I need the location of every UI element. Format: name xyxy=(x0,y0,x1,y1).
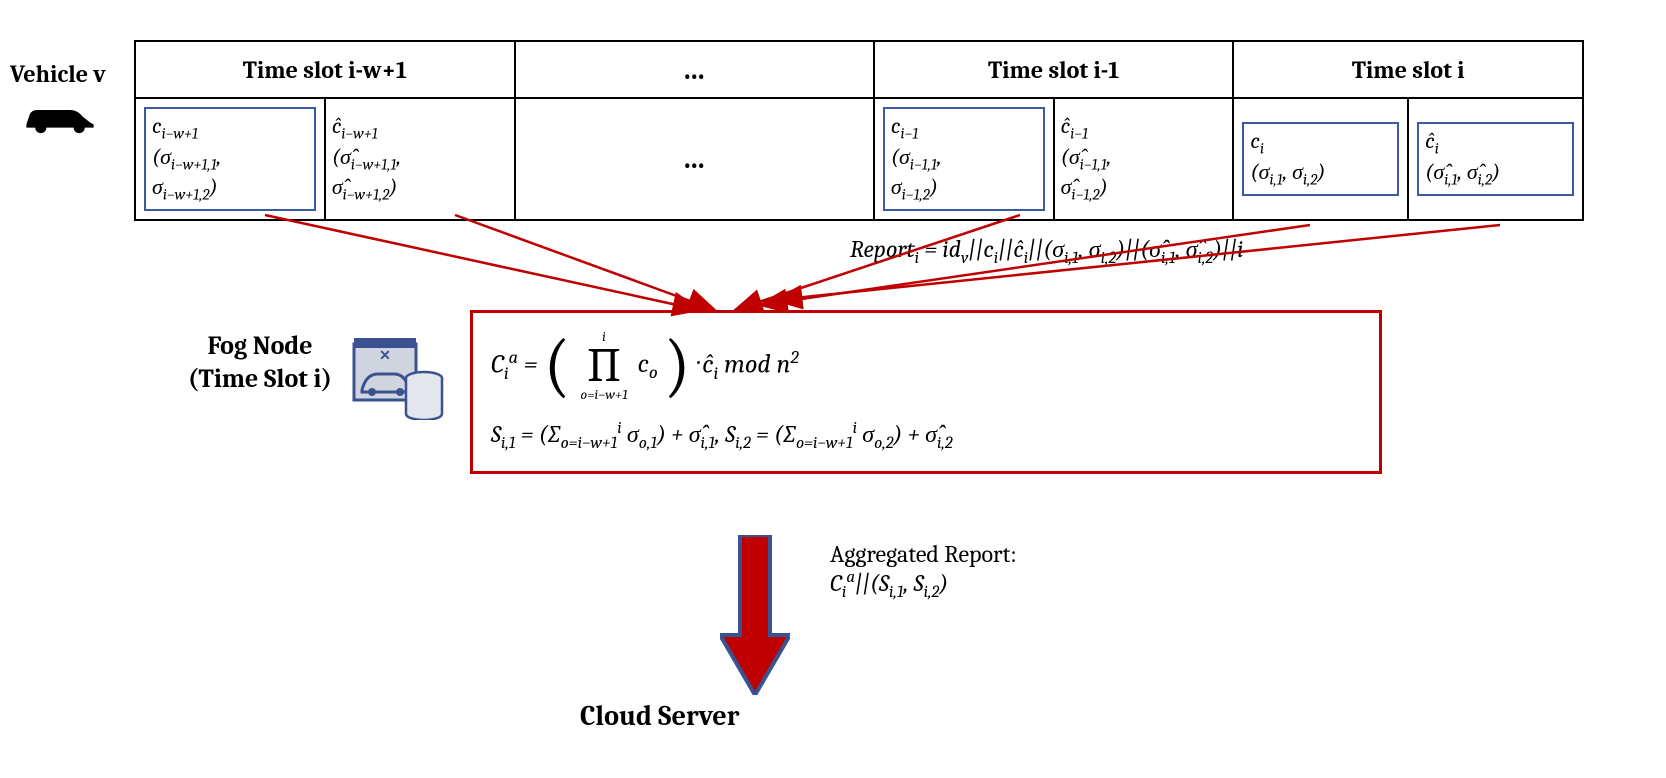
line1-right: · ĉi mod n2 xyxy=(696,345,798,386)
fog-node-l2: (Time Slot i) xyxy=(188,364,332,394)
formula-line2: Si,1 = (∑o=i−w+1i σo,1) + σ̂i,1, Si,2 = … xyxy=(491,417,1361,455)
agg-l2: Cia||(Si,1, Si,2) xyxy=(830,569,948,597)
formula-line1: Cia = ( i ∏ o=i−w+1 co ) · ĉi mod n2 xyxy=(491,327,1361,405)
line1-body: co xyxy=(638,346,658,386)
fog-node-label: Fog Node (Time Slot i) xyxy=(160,330,360,395)
line1-left: Cia = xyxy=(491,345,538,386)
aggregated-report-label: Aggregated Report: Cia||(Si,1, Si,2) xyxy=(830,540,1017,602)
diagram-root: Vehicle v Time slot i-w+1 … Time slot i-… xyxy=(0,0,1666,778)
fognode-formula-box: Cia = ( i ∏ o=i−w+1 co ) · ĉi mod n2 Si,… xyxy=(470,310,1382,474)
agg-l1: Aggregated Report: xyxy=(830,540,1017,568)
fognode-icon: ✕ xyxy=(350,330,450,420)
down-arrow-icon xyxy=(720,535,790,695)
fog-node-l1: Fog Node xyxy=(207,331,312,361)
cloud-server-label: Cloud Server xyxy=(580,700,740,732)
product-symbol: i ∏ o=i−w+1 xyxy=(580,327,627,405)
svg-text:✕: ✕ xyxy=(379,347,391,363)
